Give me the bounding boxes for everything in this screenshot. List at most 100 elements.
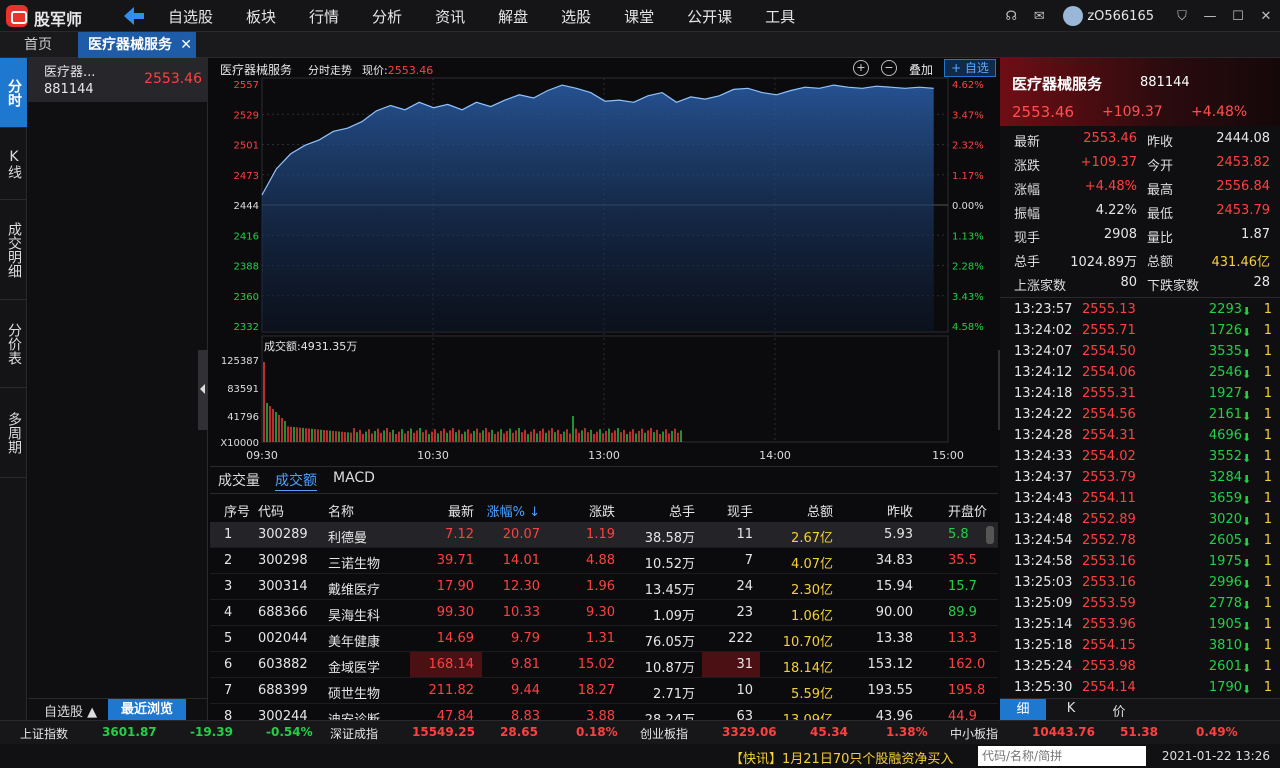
bottom-bar: 【快讯】1月21日70只个股融资净买入 2021-01-22 13:26 [0, 744, 1280, 768]
tab-ticks[interactable]: 细 [1000, 699, 1046, 721]
add-watchlist-button[interactable]: + 自选 [944, 59, 996, 77]
overlay-button[interactable]: 叠加 [909, 63, 934, 77]
maximize-icon[interactable]: ☐ [1232, 8, 1244, 24]
table-row[interactable]: 6 603882 金域医学 168.14 9.81 15.02 10.87万 31 18.14亿… [210, 652, 998, 678]
table-scrollbar[interactable] [986, 526, 994, 544]
tick-time: 13:24:22 [1014, 407, 1073, 422]
table-cell: 195.8 [948, 683, 986, 698]
table-row[interactable]: 5 002044 美年健康 14.69 9.79 1.31 76.05万 222 10.70亿 1… [210, 626, 998, 652]
menu-item[interactable]: 自选股 [168, 8, 214, 26]
collapse-left-handle[interactable] [198, 350, 208, 430]
mail-icon[interactable]: ✉ [1033, 8, 1045, 24]
price-tick-label: 2557 [234, 80, 259, 91]
tick-count: 1 [1263, 512, 1272, 527]
tab-k[interactable]: K [1066, 701, 1076, 716]
search-input[interactable] [978, 746, 1146, 766]
table-cell: 603882 [258, 657, 308, 672]
avatar[interactable] [1063, 6, 1084, 26]
column-header[interactable]: 涨幅% ↓ [486, 505, 540, 520]
index-name[interactable]: 上证指数 [20, 727, 69, 741]
x-tick-label: 15:00 [932, 449, 964, 462]
tick-row: 13:24:28 2554.31 4696 1 ⬇ [1000, 428, 1280, 449]
column-header[interactable]: 序号 [224, 505, 251, 520]
window-controls: ☊ ✉ zO566165 ⛉ — ☐ ✕ [997, 0, 1280, 32]
tick-volume: 1927 [1208, 386, 1242, 401]
price-tick-label: 2444 [234, 201, 259, 212]
table-cell: 38.58万 [644, 531, 695, 546]
column-header[interactable]: 最新 [447, 505, 474, 520]
table-row[interactable]: 2 300298 三诺生物 39.71 14.01 4.88 10.52万 7 4.07亿 34.… [210, 548, 998, 574]
chart-canvas[interactable]: 2557 4.62% 2529 3.47% 2501 2.32% 2473 1.17% 2444… [210, 58, 998, 466]
table-cell: 7 [224, 683, 233, 698]
minimize-icon[interactable]: — [1203, 8, 1217, 24]
menu-item[interactable]: 解盘 [498, 8, 529, 26]
tab-home[interactable]: 首页 [24, 37, 52, 53]
zoom-out-icon[interactable]: − [881, 60, 897, 76]
menu-item[interactable]: 行情 [309, 8, 340, 26]
table-row[interactable]: 1 300289 利德曼 7.12 20.07 1.19 38.58万 11 2.67亿 5.93… [210, 522, 998, 548]
tab-price[interactable]: 价 [1112, 705, 1126, 720]
recent-footer: 自选股 ▲ 最近浏览 [28, 698, 208, 721]
quote-value: 2553.46 [1083, 131, 1137, 146]
tick-time: 13:23:57 [1014, 302, 1073, 317]
table-cell: 硕世生物 [328, 687, 381, 702]
tick-time: 13:24:07 [1014, 344, 1073, 359]
news-ticker[interactable]: 【快讯】1月21日70只个股融资净买入 [730, 752, 954, 767]
index-name[interactable]: 创业板指 [640, 727, 689, 741]
side-tab-kline[interactable]: K线 [0, 128, 27, 200]
column-header[interactable]: 开盘价 [948, 505, 988, 520]
table-row[interactable]: 4 688366 昊海生科 99.30 10.33 9.30 1.09万 23 1.06亿 90.… [210, 600, 998, 626]
shirt-icon[interactable]: ⛉ [1177, 8, 1187, 24]
tick-count: 1 [1263, 638, 1272, 653]
column-header[interactable]: 代码 [258, 505, 285, 520]
tick-volume: 2293 [1208, 302, 1242, 317]
tab-active[interactable]: 医疗器械服务 ✕ [78, 32, 196, 58]
column-header[interactable]: 涨跌 [588, 505, 615, 520]
zoom-in-icon[interactable]: + [853, 60, 869, 76]
column-header[interactable]: 名称 [328, 505, 355, 520]
quote-label: 最低 [1147, 207, 1174, 222]
table-cell: 2.30亿 [791, 583, 833, 598]
index-name[interactable]: 中小板指 [950, 727, 999, 741]
column-header[interactable]: 总额 [806, 505, 833, 520]
headset-icon[interactable]: ☊ [1005, 8, 1018, 24]
table-cell: 5.8 [948, 527, 969, 542]
menu-item[interactable]: 板块 [246, 8, 277, 26]
recent-price: 2553.46 [144, 71, 202, 87]
side-tab-trades[interactable]: 成交明细 [0, 200, 27, 300]
side-tab-intraday[interactable]: 分时 [0, 58, 27, 128]
tab-volume[interactable]: 成交量 [218, 473, 260, 489]
chart-title: 医疗器械服务 [220, 63, 293, 77]
tick-row: 13:24:12 2554.06 2546 1 ⬇ [1000, 365, 1280, 386]
column-header[interactable]: 现手 [726, 505, 753, 520]
table-cell: 162.0 [948, 657, 986, 672]
table-row[interactable]: 8 300244 迪安诊断 47.84 8.83 3.88 28.24万 63 13.09亿 43… [210, 704, 998, 720]
tab-macd[interactable]: MACD [333, 470, 375, 486]
recent-browse-button[interactable]: 最近浏览 [108, 699, 186, 721]
side-tab-price-table[interactable]: 分价表 [0, 300, 27, 388]
menu-item[interactable]: 选股 [561, 8, 592, 26]
index-name[interactable]: 深证成指 [330, 727, 379, 741]
chart-price-value: 2553.46 [387, 64, 434, 77]
menu-item[interactable]: 课堂 [624, 8, 655, 26]
quote-label: 下跌家数 [1147, 279, 1200, 294]
table-cell: 1.96 [586, 579, 615, 594]
column-header[interactable]: 昨收 [886, 505, 913, 520]
quote-value: 2908 [1103, 227, 1137, 242]
close-icon[interactable]: ✕ [1260, 8, 1272, 24]
table-row[interactable]: 7 688399 硕世生物 211.82 9.44 18.27 2.71万 10 5.59亿 19… [210, 678, 998, 704]
column-header[interactable]: 总手 [668, 505, 695, 520]
table-row[interactable]: 3 300314 戴维医疗 17.90 12.30 1.96 13.45万 24 2.30亿 15… [210, 574, 998, 600]
table-cell: 688366 [258, 605, 308, 620]
tab-close-icon[interactable]: ✕ [180, 37, 192, 53]
watchlist-button[interactable]: 自选股 ▲ [44, 705, 98, 720]
tab-amount[interactable]: 成交额 [275, 470, 317, 491]
menu-item[interactable]: 公开课 [687, 8, 733, 26]
back-arrow-icon[interactable] [122, 6, 146, 26]
side-tab-multi-period[interactable]: 多周期 [0, 388, 27, 478]
menu-item[interactable]: 工具 [765, 8, 796, 26]
username[interactable]: zO566165 [1087, 8, 1154, 24]
menu-item[interactable]: 资讯 [435, 8, 466, 26]
list-item[interactable]: 医疗器... 881144 2553.46 [28, 58, 208, 102]
menu-item[interactable]: 分析 [372, 8, 403, 26]
